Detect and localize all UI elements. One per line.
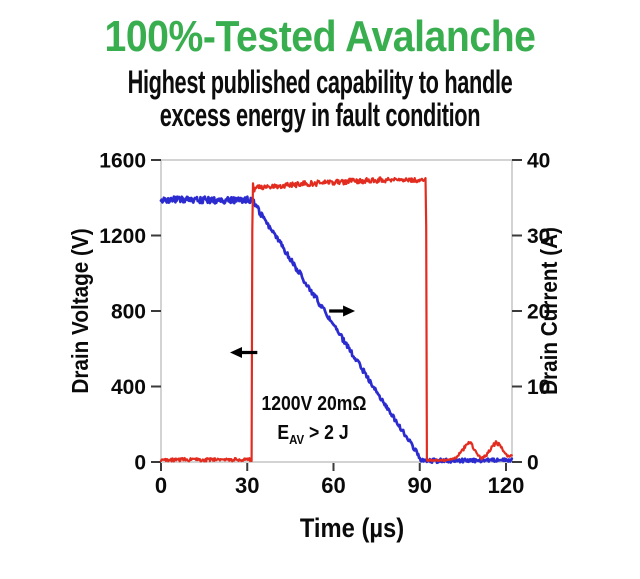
annotation-device-rating: 1200V 20mΩ [261, 392, 366, 414]
trace-group [159, 176, 514, 465]
x-tick-label: 30 [235, 473, 259, 498]
right-tick-label: 30 [527, 225, 550, 248]
annotation-avalanche-energy: EAV > 2 J [277, 421, 348, 447]
current-right-arrow-head [343, 305, 356, 317]
left-tick-label: 1600 [99, 150, 146, 173]
x-tick-label: 120 [488, 473, 525, 498]
left-tick-label: 0 [134, 452, 146, 475]
x-axis-ticks: 0 30 60 90 120 [155, 463, 524, 498]
left-tick-label: 800 [111, 301, 146, 324]
drain-current-trace [159, 195, 514, 465]
x-tick-label: 60 [321, 473, 345, 498]
chart-svg: 0 400 800 1200 1600 0 10 20 30 40 0 30 60 90 120 Dra… [67, 150, 562, 544]
right-tick-label: 40 [527, 150, 550, 173]
drain-voltage-trace [159, 176, 513, 463]
x-tick-label: 90 [408, 473, 432, 498]
y-axis-left-ticks: 0 400 800 1200 1600 [99, 150, 161, 475]
y-axis-right-ticks: 0 10 20 30 40 [512, 150, 550, 475]
right-tick-label: 10 [527, 376, 550, 399]
axis-arrow-group [230, 305, 356, 359]
y-axis-left-label: Drain Voltage (V) [67, 228, 93, 393]
page-subtitle: Highest published capability to handle e… [102, 66, 537, 132]
x-axis-label: Time (µs) [300, 514, 404, 544]
annotation-e-subscript: AV [289, 432, 305, 447]
voltage-left-arrow-head [230, 347, 242, 359]
subtitle-line-2: excess energy in fault condition [159, 97, 481, 133]
right-tick-label: 20 [527, 301, 550, 324]
subtitle-line-1: Highest published capability to handle [127, 64, 513, 100]
right-tick-label: 0 [527, 452, 539, 475]
left-tick-label: 1200 [99, 225, 146, 248]
y-axis-right-label: Drain Current (A) [536, 227, 562, 395]
annotation-e-value: > 2 J [304, 421, 349, 443]
page-title: 100%-Tested Avalanche [104, 12, 536, 61]
left-tick-label: 400 [111, 376, 146, 399]
annotation-e: E [277, 421, 289, 443]
x-tick-label: 0 [155, 473, 167, 498]
avalanche-chart: 0 400 800 1200 1600 0 10 20 30 40 0 30 60 90 120 Dra… [0, 129, 640, 579]
